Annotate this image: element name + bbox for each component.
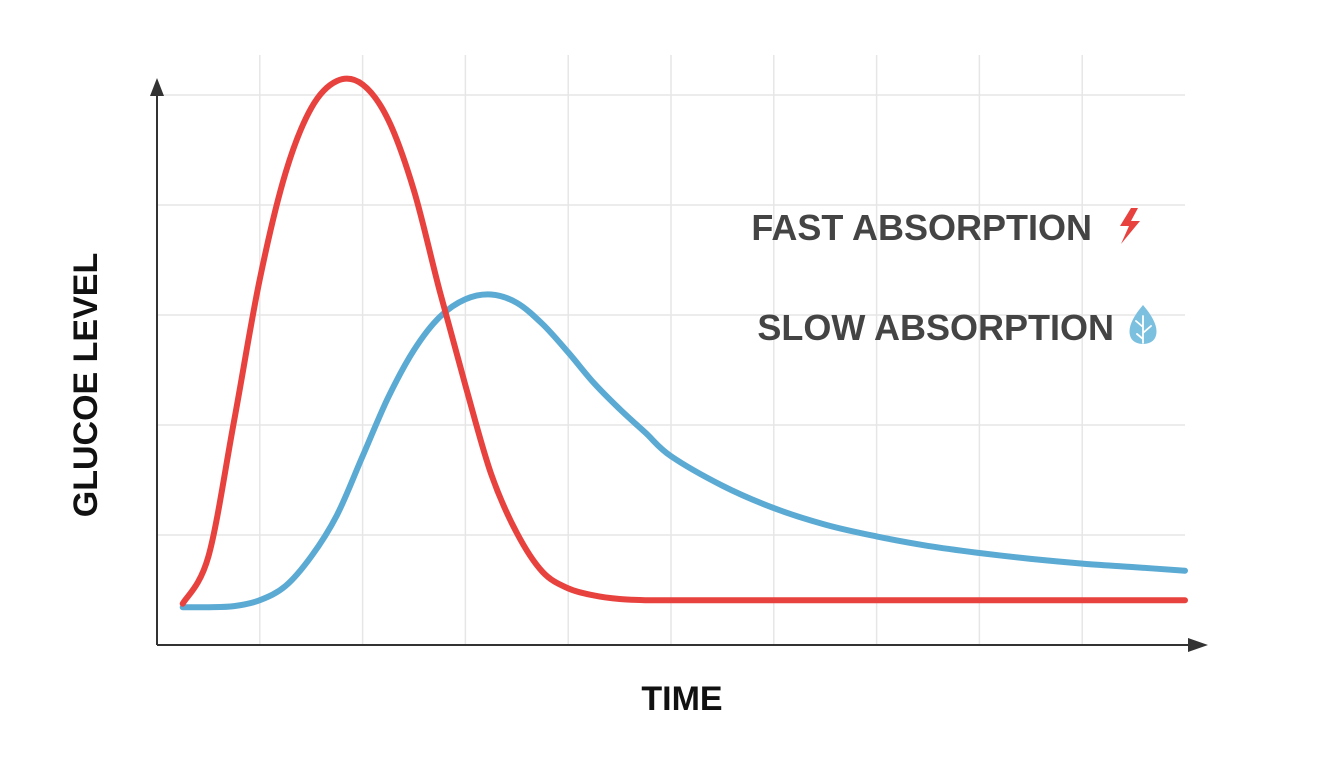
y-axis-arrow — [150, 78, 164, 96]
series-line-fast-absorption — [179, 75, 1188, 607]
x-axis-title: TIME — [641, 680, 722, 718]
x-axis-arrow — [1188, 638, 1208, 652]
grid — [157, 55, 1185, 645]
series-line-slow-absorption — [179, 291, 1188, 611]
legend: FAST ABSORPTION SLOW ABSORPTION — [751, 207, 1157, 348]
y-axis-title: GLUCOE LEVEL — [67, 253, 105, 517]
legend-label-fast: FAST ABSORPTION — [751, 207, 1092, 248]
lightning-bolt-icon — [1120, 208, 1140, 244]
axes — [150, 78, 1208, 652]
leaf-icon — [1129, 305, 1157, 344]
legend-label-slow: SLOW ABSORPTION — [757, 307, 1114, 348]
series-lines — [179, 75, 1188, 611]
